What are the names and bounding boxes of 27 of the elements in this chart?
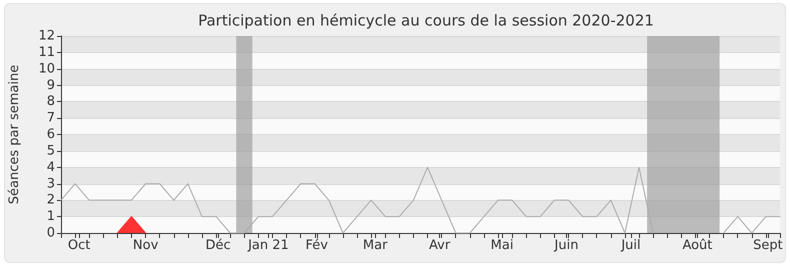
y-tick-label: 10 [38,61,55,76]
x-tick-label: Mar [362,238,388,253]
y-tick-label: 6 [46,127,55,142]
y-tick-label: 5 [46,143,55,158]
x-tick-label: Fév [306,238,328,253]
chart-title: Participation en hémicycle au cours de la session 2020-2021 [198,12,654,30]
x-tick-label: Juil [620,238,641,253]
y-tick-label: 1 [46,209,55,224]
x-tick-label: Nov [132,238,159,253]
x-tick-label: Juin [554,238,578,253]
y-tick-label: 2 [46,192,55,208]
y-tick-label: 9 [46,78,55,93]
y-tick-label: 4 [46,160,55,175]
x-tick-label: Oct [68,238,90,253]
x-tick-label: Août [682,238,712,253]
y-tick-label: 3 [46,176,55,192]
y-tick-label: 11 [38,44,55,60]
x-tick-label: Sept [753,238,783,253]
x-tick-label: Déc [206,238,231,253]
x-tick-label: Avr [429,238,451,253]
y-tick-label: 7 [46,110,55,126]
y-tick-label: 8 [46,94,55,110]
y-tick-label: 12 [38,28,55,44]
x-tick-label: Jan 21 [247,238,289,253]
y-axis-title: Séances par semaine [7,64,22,204]
y-tick-label: 0 [46,226,55,240]
x-tick-label: Mai [490,238,514,253]
